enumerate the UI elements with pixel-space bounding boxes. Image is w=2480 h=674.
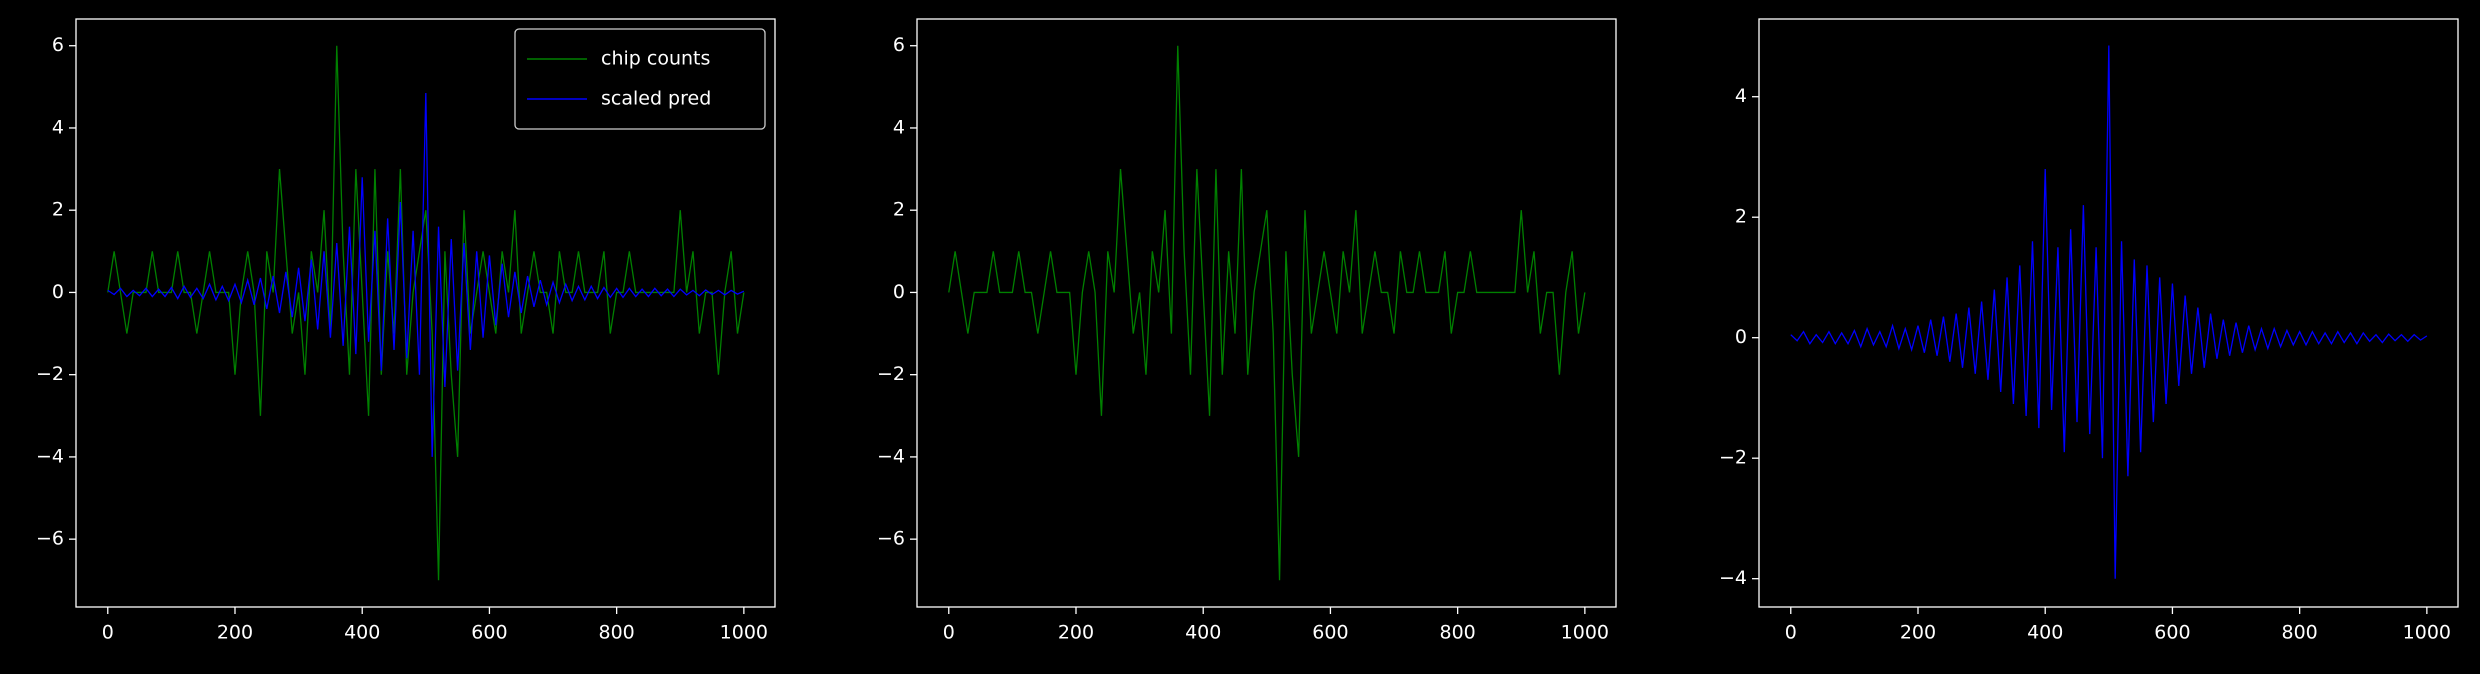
panel: 0 200 400 600 800 1000 −4 −2 0 2 4 [1719,18,2459,644]
x-tick-label: 200 [1058,622,1094,644]
series-line [107,45,745,581]
y-tick-label: −6 [36,528,64,550]
x-tick-label: 1000 [1561,622,1609,644]
x-tick-label: 400 [1185,622,1221,644]
y-tick-label: −2 [36,363,64,385]
y-tick-label: 0 [893,281,905,303]
axes-frame [75,18,776,608]
y-tick-label: 4 [52,116,64,138]
legend-label: chip counts [601,48,710,70]
x-tick-label: 800 [2282,622,2318,644]
x-tick-label: 0 [1785,622,1797,644]
y-tick-label: 2 [893,199,905,221]
x-tick-label: 800 [599,622,635,644]
y-tick-label: 6 [52,34,64,56]
series-line [948,45,1586,581]
x-tick-label: 0 [102,622,114,644]
x-tick-label: 600 [471,622,507,644]
legend-box [514,28,766,130]
y-tick-label: −2 [1719,447,1747,469]
y-tick-label: −2 [877,363,905,385]
y-tick-label: 0 [1735,326,1747,348]
x-tick-label: 200 [1900,622,1936,644]
x-tick-label: 800 [1440,622,1476,644]
axes-frame [916,18,1617,608]
y-tick-label: 6 [893,34,905,56]
x-tick-label: 400 [2027,622,2063,644]
x-tick-label: 200 [217,622,253,644]
y-tick-label: −4 [1719,567,1747,589]
y-tick-label: −4 [877,445,905,467]
series-line [1790,45,2428,579]
y-tick-label: 0 [52,281,64,303]
y-tick-label: −6 [877,528,905,550]
y-tick-label: 2 [52,199,64,221]
x-tick-label: 0 [943,622,955,644]
y-tick-label: 2 [1735,206,1747,228]
x-tick-label: 1000 [720,622,768,644]
y-tick-label: 4 [1735,85,1747,107]
x-tick-label: 600 [1312,622,1348,644]
x-tick-label: 1000 [2403,622,2451,644]
x-tick-label: 600 [2154,622,2190,644]
y-tick-label: 4 [893,116,905,138]
legend-label: scaled pred [601,88,711,110]
panel: 0 200 400 600 800 1000 −6 −4 −2 0 2 4 6 chip counts sc… [36,18,776,644]
series-line [107,92,745,457]
panel: 0 200 400 600 800 1000 −6 −4 −2 0 2 4 6 [877,18,1617,644]
x-tick-label: 400 [344,622,380,644]
y-tick-label: −4 [36,445,64,467]
axes-frame [1758,18,2459,608]
